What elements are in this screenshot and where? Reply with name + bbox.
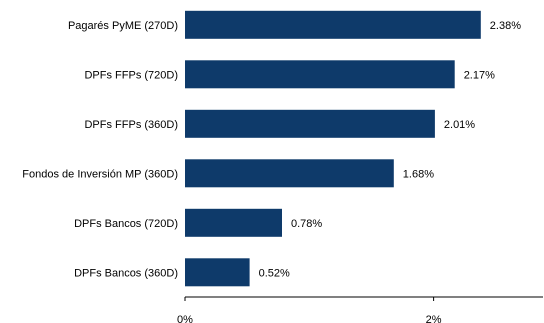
bar	[185, 60, 455, 89]
bar	[185, 10, 481, 39]
category-label: DPFs FFPs (360D)	[84, 119, 178, 131]
category-label: DPFs Bancos (720D)	[74, 218, 178, 230]
data-label: 2.38%	[490, 20, 521, 32]
x-tick-label: 2%	[426, 314, 442, 323]
data-label: 0.78%	[291, 218, 322, 230]
data-label: 2.01%	[444, 119, 475, 131]
bar	[185, 159, 394, 188]
category-label: DPFs Bancos (360D)	[74, 267, 178, 279]
category-label: Fondos de Inversión MP (360D)	[22, 168, 178, 180]
data-label: 2.17%	[464, 69, 495, 81]
bar	[185, 208, 282, 237]
category-label: Pagarés PyME (270D)	[68, 20, 178, 32]
data-label: 0.52%	[259, 267, 290, 279]
category-label: DPFs FFPs (720D)	[84, 69, 178, 81]
x-tick-label: 0%	[177, 314, 193, 323]
data-label: 1.68%	[403, 168, 434, 180]
bar	[185, 109, 435, 138]
bar	[185, 258, 250, 287]
